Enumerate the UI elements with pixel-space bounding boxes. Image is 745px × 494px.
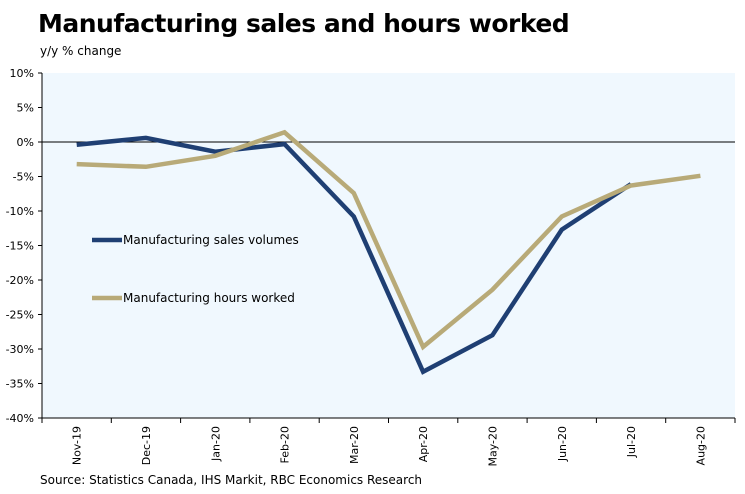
y-tick-label: -30% <box>6 343 34 356</box>
x-tick-label: Aug-20 <box>694 426 707 465</box>
x-tick-label: Nov-19 <box>71 426 84 465</box>
x-tick-label: Mar-20 <box>348 426 361 464</box>
x-tick-label: Jan-20 <box>209 426 222 462</box>
x-tick-label: Jun-20 <box>556 426 569 462</box>
x-tick-label: Apr-20 <box>417 426 430 462</box>
chart-source: Source: Statistics Canada, IHS Markit, R… <box>40 473 423 487</box>
y-tick-label: -25% <box>6 309 34 322</box>
y-tick-label: -10% <box>6 205 34 218</box>
legend-label-1: Manufacturing sales volumes <box>123 233 299 247</box>
x-tick-label: May-20 <box>486 426 499 467</box>
series-line-1 <box>76 135 633 375</box>
legend-label-2: Manufacturing hours worked <box>123 291 295 305</box>
y-tick-label: -35% <box>6 378 34 391</box>
series-line-2 <box>76 129 701 351</box>
y-tick-label: -40% <box>6 412 34 425</box>
chart-subtitle: y/y % change <box>40 44 122 58</box>
y-tick-label: 0% <box>17 136 34 149</box>
chart-title: Manufacturing sales and hours worked <box>38 9 570 38</box>
y-tick-label: 10% <box>10 67 34 80</box>
plot-area <box>42 73 735 418</box>
x-tick-label: Feb-20 <box>279 426 292 463</box>
y-tick-label: -15% <box>6 240 34 253</box>
x-tick-label: Dec-19 <box>140 426 153 465</box>
y-tick-label: -5% <box>13 171 34 184</box>
x-tick-label: Jul-20 <box>625 426 638 458</box>
y-tick-label: -20% <box>6 274 34 287</box>
y-tick-label: 5% <box>17 102 34 115</box>
